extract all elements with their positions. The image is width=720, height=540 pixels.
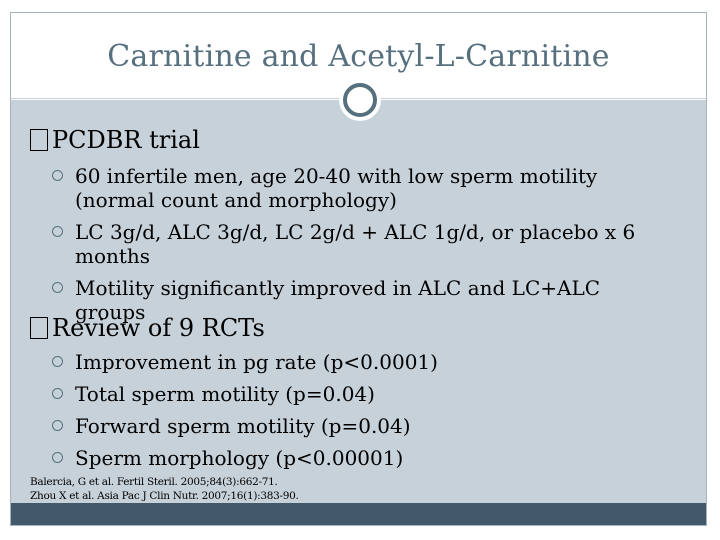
- circle-ornament-icon: [339, 79, 381, 121]
- bullet-text: LC 3g/d, ALC 3g/d, LC 2g/d + ALC 1g/d, o…: [75, 220, 636, 268]
- section-heading-text: PCDBR trial: [52, 126, 200, 154]
- ring-bullet-icon: [52, 282, 63, 293]
- bottom-band: [11, 503, 706, 525]
- slide-title: Carnitine and Acetyl-L-Carnitine: [107, 39, 610, 74]
- content-panel: [11, 100, 706, 503]
- bullet-list-review: Improvement in pg rate (p<0.0001) Total …: [52, 350, 672, 478]
- square-bullet-icon: [30, 129, 48, 151]
- list-item: Motility significantly improved in ALC a…: [52, 276, 672, 324]
- bullet-text: 60 infertile men, age 20-40 with low spe…: [75, 164, 598, 212]
- section-heading-text: Review of 9 RCTs: [52, 314, 265, 342]
- ring-bullet-icon: [52, 388, 63, 399]
- bullet-text: Improvement in pg rate (p<0.0001): [75, 350, 438, 374]
- ring-bullet-icon: [52, 226, 63, 237]
- list-item: Sperm morphology (p<0.00001): [52, 446, 672, 470]
- list-item: Total sperm motility (p=0.04): [52, 382, 672, 406]
- list-item: LC 3g/d, ALC 3g/d, LC 2g/d + ALC 1g/d, o…: [52, 220, 672, 268]
- bullet-text: Total sperm motility (p=0.04): [75, 382, 375, 406]
- bullet-list-pcdbr: 60 infertile men, age 20-40 with low spe…: [52, 164, 672, 332]
- reference-line: Zhou X et al. Asia Pac J Clin Nutr. 2007…: [30, 490, 299, 502]
- references: Balercia, G et al. Fertil Steril. 2005;8…: [30, 475, 299, 503]
- section-heading-pcdbr: PCDBR trial: [30, 126, 200, 154]
- list-item: Improvement in pg rate (p<0.0001): [52, 350, 672, 374]
- section-heading-review: Review of 9 RCTs: [30, 314, 265, 342]
- reference-line: Balercia, G et al. Fertil Steril. 2005;8…: [30, 476, 278, 488]
- ring-bullet-icon: [52, 170, 63, 181]
- list-item: Forward sperm motility (p=0.04): [52, 414, 672, 438]
- bullet-text: Motility significantly improved in ALC a…: [75, 276, 601, 324]
- list-item: 60 infertile men, age 20-40 with low spe…: [52, 164, 672, 212]
- bullet-text: Forward sperm motility (p=0.04): [75, 414, 411, 438]
- bullet-text: Sperm morphology (p<0.00001): [75, 446, 404, 470]
- square-bullet-icon: [30, 317, 48, 339]
- ring-bullet-icon: [52, 356, 63, 367]
- ring-bullet-icon: [52, 452, 63, 463]
- ring-bullet-icon: [52, 420, 63, 431]
